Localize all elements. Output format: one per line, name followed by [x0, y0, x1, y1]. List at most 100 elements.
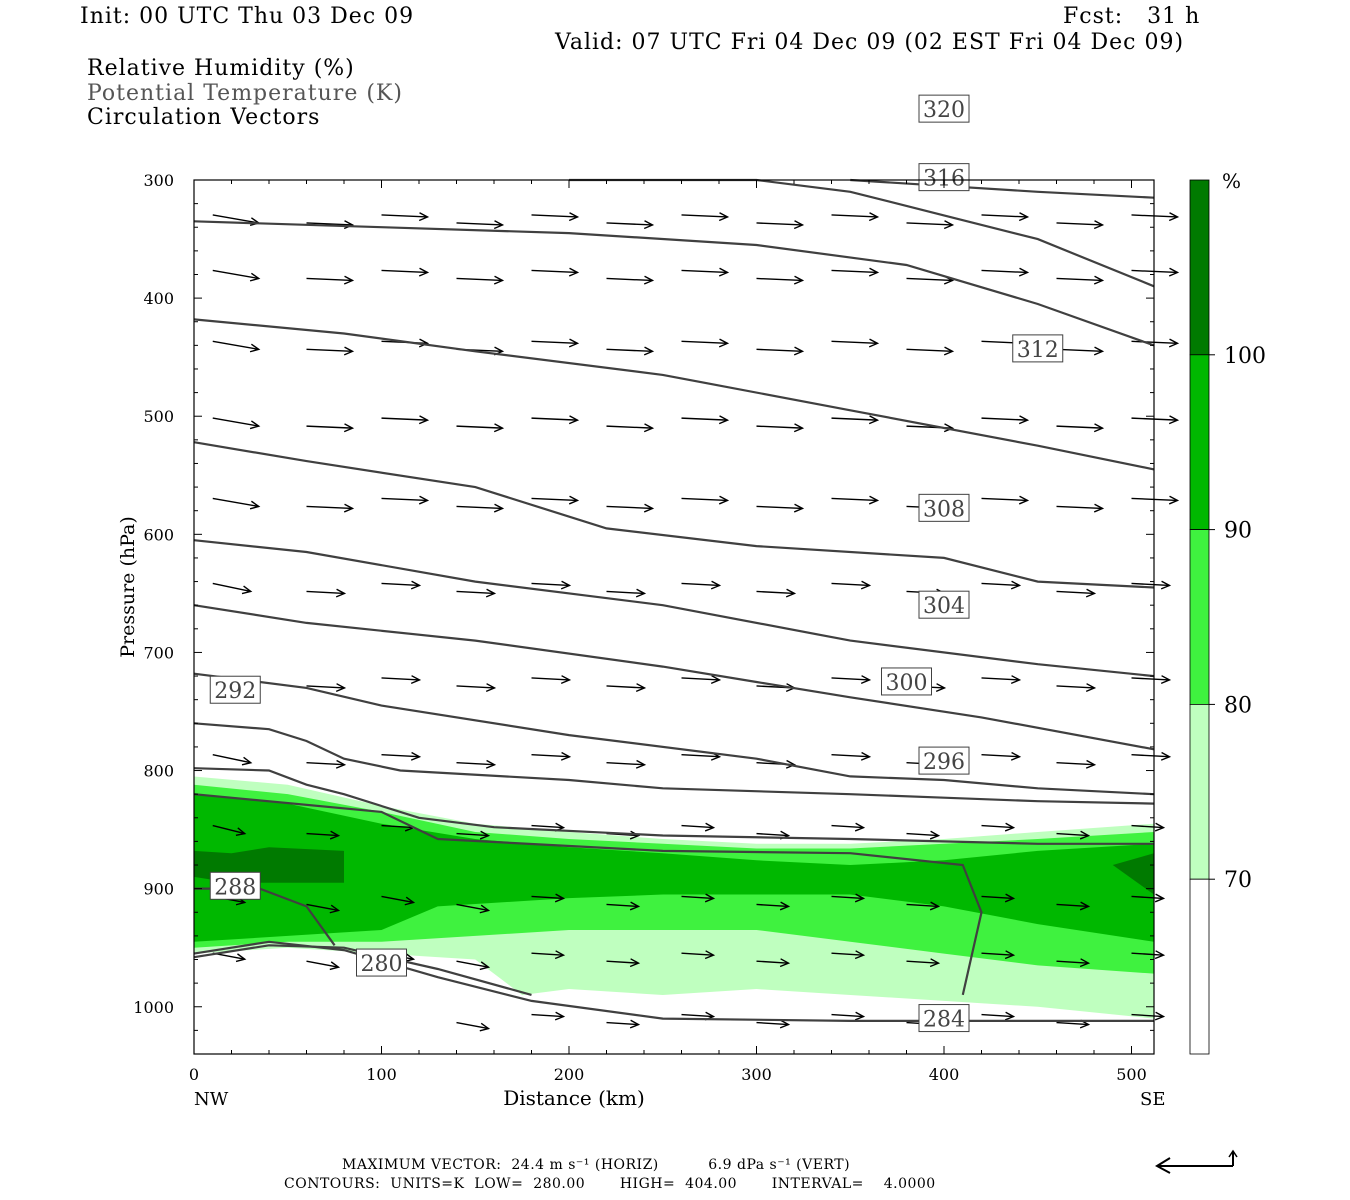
circulation-vector: [606, 220, 655, 230]
vector-shaft: [906, 903, 939, 908]
vector-head: [943, 220, 955, 230]
vector-shaft: [606, 960, 639, 964]
vector-shaft: [212, 269, 259, 280]
vector-head: [1018, 495, 1030, 505]
circulation-vector: [906, 220, 955, 230]
theta-contour-288b: [193, 793, 983, 996]
vector-shaft: [212, 340, 259, 351]
vector-shaft: [381, 417, 428, 421]
circulation-vector: [606, 423, 655, 433]
circulation-vector: [306, 759, 347, 769]
vector-shaft: [531, 269, 578, 274]
vector-shaft: [1131, 1013, 1164, 1018]
vector-head: [868, 495, 880, 505]
vector-head: [793, 346, 805, 356]
vector-head: [410, 751, 422, 761]
vector-head: [793, 220, 805, 230]
circulation-vector: [306, 346, 355, 356]
vector-head: [335, 588, 347, 598]
vector-shaft: [381, 754, 420, 758]
circulation-vector: [381, 212, 430, 222]
circulation-vector: [531, 267, 580, 277]
vector-head: [1154, 893, 1166, 903]
circulation-vector: [831, 212, 880, 222]
circulation-vector: [831, 751, 872, 761]
vector-head: [854, 1011, 866, 1021]
vector-head: [1168, 495, 1180, 505]
vector-shaft: [1056, 505, 1103, 510]
circulation-vector: [681, 415, 730, 425]
vector-shaft: [306, 222, 353, 226]
vector-shaft: [456, 590, 495, 595]
circulation-vector: [1056, 588, 1097, 598]
vector-head: [1004, 893, 1016, 903]
vector-head: [418, 415, 430, 425]
circulation-vector: [756, 220, 805, 230]
circulation-vector: [606, 503, 655, 513]
vector-head: [493, 423, 505, 433]
colorbar-segment: [1189, 529, 1210, 705]
vector-shaft: [681, 895, 714, 900]
vector-shaft: [681, 497, 728, 502]
colorbar-level-label: 70: [1224, 868, 1252, 893]
vector-head: [241, 756, 253, 766]
vector-head: [1160, 751, 1172, 761]
circulation-vector: [981, 822, 1016, 832]
vector-head: [485, 683, 497, 693]
vector-head: [793, 503, 805, 513]
vector-shaft: [306, 505, 353, 510]
vector-head: [868, 212, 880, 222]
plot-frame: [193, 179, 1155, 1055]
vector-head: [1160, 675, 1172, 685]
circulation-vector: [531, 212, 580, 222]
vector-shaft: [1131, 895, 1164, 900]
vector-head: [929, 901, 941, 911]
vector-head: [629, 958, 641, 968]
circulation-vector: [531, 415, 580, 425]
vector-shaft: [831, 269, 878, 274]
vector-head: [854, 950, 866, 960]
vector-shaft: [981, 1013, 1014, 1018]
vector-shaft: [831, 677, 870, 681]
circulation-vector: [306, 683, 347, 693]
circulation-vector: [531, 675, 572, 685]
vector-shaft: [681, 754, 720, 758]
circulation-vector: [306, 830, 341, 840]
vector-shaft: [756, 505, 803, 510]
vector-shaft: [1056, 425, 1103, 429]
theta-label-box: [918, 590, 970, 619]
theta-contour-320: [569, 178, 1155, 288]
vector-shaft: [1131, 677, 1170, 681]
vector-shaft: [1056, 348, 1103, 353]
circulation-vector: [981, 751, 1022, 761]
circulation-vector: [906, 830, 941, 840]
theta-label-312: 312: [1012, 334, 1064, 363]
theta-contour-292: [193, 767, 1154, 845]
vector-head: [643, 423, 655, 433]
vector-head: [718, 338, 730, 348]
vector-shaft: [756, 960, 789, 964]
vector-shaft: [531, 340, 578, 345]
vector-shaft: [306, 425, 353, 429]
vector-head: [418, 267, 430, 277]
vector-shaft: [306, 762, 345, 766]
vector-shaft: [212, 497, 259, 508]
vector-head: [493, 503, 505, 513]
vector-shaft: [981, 269, 1028, 274]
valid-time: Valid: 07 UTC Fri 04 Dec 09 (02 EST Fri …: [555, 30, 1185, 55]
theta-label-text: 280: [361, 952, 403, 977]
circulation-vector: [381, 895, 416, 906]
vector-head: [718, 415, 730, 425]
vector-head: [868, 415, 880, 425]
vector-head: [343, 503, 355, 513]
vector-shaft: [681, 269, 728, 274]
vector-shaft: [756, 903, 789, 908]
vector-head: [718, 495, 730, 505]
circulation-vector: [531, 580, 572, 590]
vector-head: [568, 338, 580, 348]
vector-shaft: [381, 677, 420, 681]
vector-shaft: [906, 222, 953, 226]
vector-head: [335, 759, 347, 769]
vector-shaft: [906, 960, 939, 964]
